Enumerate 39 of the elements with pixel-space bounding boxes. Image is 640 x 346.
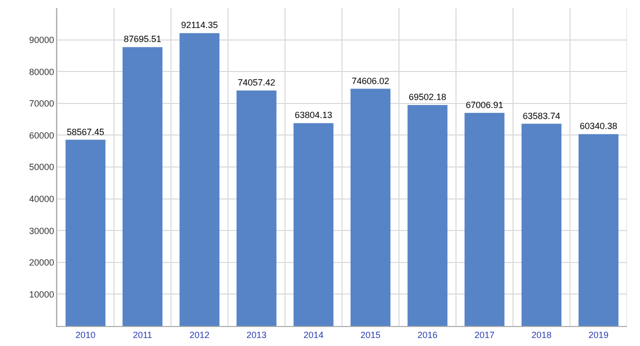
bar	[408, 104, 448, 326]
bar	[180, 33, 220, 326]
x-tick-label: 2019	[588, 330, 609, 340]
bar	[294, 123, 334, 326]
y-tick-label: 20000	[29, 258, 54, 268]
y-tick-label: 40000	[29, 194, 54, 204]
data-label: 63804.13	[294, 110, 332, 120]
y-tick-label: 70000	[29, 98, 54, 109]
data-label: 67006.91	[466, 100, 504, 110]
bar	[122, 47, 162, 326]
y-tick-label: 90000	[29, 34, 54, 45]
x-tick-label: 2015	[360, 330, 381, 340]
data-label: 74057.42	[238, 78, 276, 88]
x-tick-label: 2010	[75, 330, 96, 340]
x-tick-label: 2011	[132, 330, 152, 340]
x-tick-label: 2013	[246, 330, 267, 340]
y-tick-label: 50000	[29, 162, 54, 172]
y-tick-label: 60000	[29, 130, 54, 140]
x-tick-label: 2018	[531, 330, 552, 340]
data-label: 87695.51	[124, 34, 162, 44]
bar	[578, 134, 618, 326]
data-label: 60340.38	[580, 121, 618, 132]
data-label: 74606.02	[352, 76, 390, 86]
data-label: 58567.45	[66, 126, 104, 137]
bar	[464, 112, 504, 326]
y-tick-label: 30000	[29, 226, 54, 236]
data-label: 69502.18	[408, 92, 446, 102]
x-tick-label: 2016	[417, 330, 438, 340]
data-label: 63583.74	[522, 110, 560, 121]
y-tick-label: 10000	[29, 289, 54, 300]
bar	[236, 90, 276, 326]
bar	[522, 124, 562, 326]
x-tick-label: 2012	[189, 330, 210, 340]
bar	[350, 88, 390, 326]
x-tick-label: 2017	[474, 330, 495, 340]
x-tick-label: 2014	[303, 330, 324, 340]
y-tick-label: 80000	[29, 66, 54, 77]
bar	[66, 140, 106, 326]
data-label: 92114.35	[181, 20, 218, 30]
